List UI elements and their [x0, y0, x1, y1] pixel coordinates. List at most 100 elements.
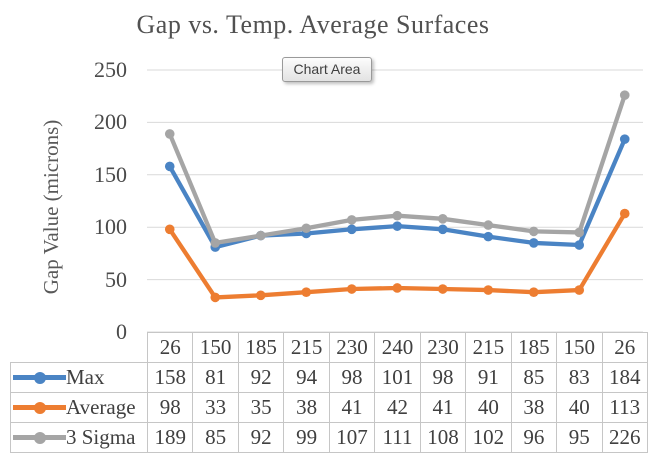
value-cell: 113	[601, 392, 649, 423]
value-cell: 92	[237, 362, 285, 393]
data-point-marker[interactable]	[483, 231, 494, 242]
value-cell: 96	[510, 422, 558, 453]
data-point-marker[interactable]	[574, 285, 585, 295]
table-row: Max 158 81 92 94 98 101 98 91 85 83 184	[10, 362, 649, 393]
legend-marker-dot	[34, 431, 46, 444]
table-row: Average 98 33 35 38 41 42 41 40 38 40 113	[10, 392, 649, 423]
legend-key-average[interactable]	[13, 401, 66, 414]
category-header-cell: 150	[556, 332, 603, 363]
value-cell: 42	[374, 392, 421, 423]
data-point-marker[interactable]	[255, 290, 266, 301]
data-point-marker[interactable]	[528, 287, 539, 297]
value-cell: 158	[146, 362, 194, 393]
category-header-cell: 26	[601, 332, 649, 363]
data-point-marker[interactable]	[483, 285, 494, 295]
y-tick-label[interactable]: 0	[116, 319, 127, 344]
legend-key-3-sigma[interactable]	[13, 431, 66, 444]
series-name-label: 3 Sigma	[66, 425, 136, 449]
data-table[interactable]: 26 150 185 215 230 240 230 215 185 150 26 Max 158 81 9…	[10, 332, 649, 453]
value-cell: 108	[419, 422, 467, 453]
chart-title[interactable]: Gap vs. Temp. Average Surfaces	[136, 10, 490, 39]
value-cell: 95	[556, 422, 603, 453]
series-label-cell: Average	[10, 392, 148, 423]
value-cell: 92	[237, 422, 285, 453]
value-cell: 94	[283, 362, 330, 393]
data-point-marker[interactable]	[437, 214, 448, 224]
value-cell: 226	[601, 422, 649, 453]
table-corner-blank	[11, 333, 148, 363]
value-cell: 91	[465, 362, 512, 393]
data-point-marker[interactable]	[346, 224, 357, 235]
series-label-cell: Max	[10, 362, 148, 393]
y-tick-label[interactable]: 200	[94, 109, 127, 135]
data-point-marker[interactable]	[528, 238, 539, 248]
value-cell: 99	[283, 422, 330, 453]
data-point-marker[interactable]	[164, 224, 175, 235]
series-line-3-sigma[interactable]	[167, 93, 627, 246]
value-cell: 111	[374, 422, 421, 453]
value-cell: 184	[601, 362, 649, 393]
value-cell: 98	[419, 362, 467, 393]
table-header-row: 26 150 185 215 230 240 230 215 185 150 26	[11, 332, 649, 363]
series-name-label: Average	[66, 395, 136, 419]
data-point-marker[interactable]	[574, 240, 585, 250]
data-point-marker[interactable]	[437, 224, 448, 235]
value-cell: 101	[374, 362, 421, 393]
value-cell: 81	[192, 362, 239, 393]
data-point-marker[interactable]	[392, 221, 403, 231]
value-cell: 85	[510, 362, 558, 393]
category-header-cell: 230	[419, 332, 467, 363]
data-point-marker[interactable]	[301, 223, 312, 234]
value-cell: 40	[556, 392, 603, 423]
data-point-marker[interactable]	[619, 208, 630, 219]
data-point-marker[interactable]	[164, 129, 175, 139]
category-header-cell: 185	[237, 332, 285, 363]
y-tick-label[interactable]: 50	[105, 266, 127, 292]
legend-marker-dot	[34, 371, 46, 384]
value-cell: 85	[192, 422, 239, 453]
data-point-marker[interactable]	[437, 284, 448, 294]
chart-area-tooltip: Chart Area	[282, 57, 372, 82]
data-point-marker[interactable]	[210, 292, 221, 303]
y-tick-label[interactable]: 150	[94, 161, 127, 187]
category-header-cell: 215	[283, 332, 330, 363]
y-tick-label[interactable]: 100	[94, 214, 127, 240]
table-row: 3 Sigma 189 85 92 99 107 111 108 102 96 95 226	[10, 422, 649, 453]
value-cell: 107	[328, 422, 376, 453]
legend-key-max[interactable]	[13, 371, 66, 384]
value-cell: 41	[419, 392, 467, 423]
category-header-cell: 230	[328, 332, 376, 363]
value-cell: 33	[192, 392, 239, 423]
category-header-cell: 185	[510, 332, 558, 363]
y-tick-label[interactable]: 250	[94, 57, 127, 82]
value-cell: 41	[328, 392, 376, 423]
value-cell: 98	[146, 392, 194, 423]
data-point-marker[interactable]	[619, 90, 630, 100]
value-cell: 189	[146, 422, 194, 453]
legend-marker-dot	[34, 401, 46, 414]
data-point-marker[interactable]	[528, 226, 539, 237]
value-cell: 40	[465, 392, 512, 423]
value-cell: 83	[556, 362, 603, 393]
data-point-marker[interactable]	[346, 284, 357, 294]
value-cell: 38	[510, 392, 558, 423]
data-point-marker[interactable]	[301, 287, 312, 297]
category-header-cell: 240	[374, 332, 421, 363]
data-point-marker[interactable]	[210, 238, 221, 248]
category-header-cell: 215	[465, 332, 512, 363]
data-point-marker[interactable]	[346, 215, 357, 225]
category-header-cell: 150	[192, 332, 239, 363]
data-point-marker[interactable]	[164, 161, 175, 172]
data-point-marker[interactable]	[255, 230, 266, 241]
value-cell: 38	[283, 392, 330, 423]
series-label-cell: 3 Sigma	[10, 422, 148, 453]
value-cell: 35	[237, 392, 285, 423]
value-cell: 98	[328, 362, 376, 393]
data-point-marker[interactable]	[392, 210, 403, 221]
data-point-marker[interactable]	[483, 220, 494, 230]
category-header-cell: 26	[146, 332, 194, 363]
data-point-marker[interactable]	[619, 134, 630, 144]
data-point-marker[interactable]	[392, 283, 403, 293]
data-point-marker[interactable]	[574, 227, 585, 238]
